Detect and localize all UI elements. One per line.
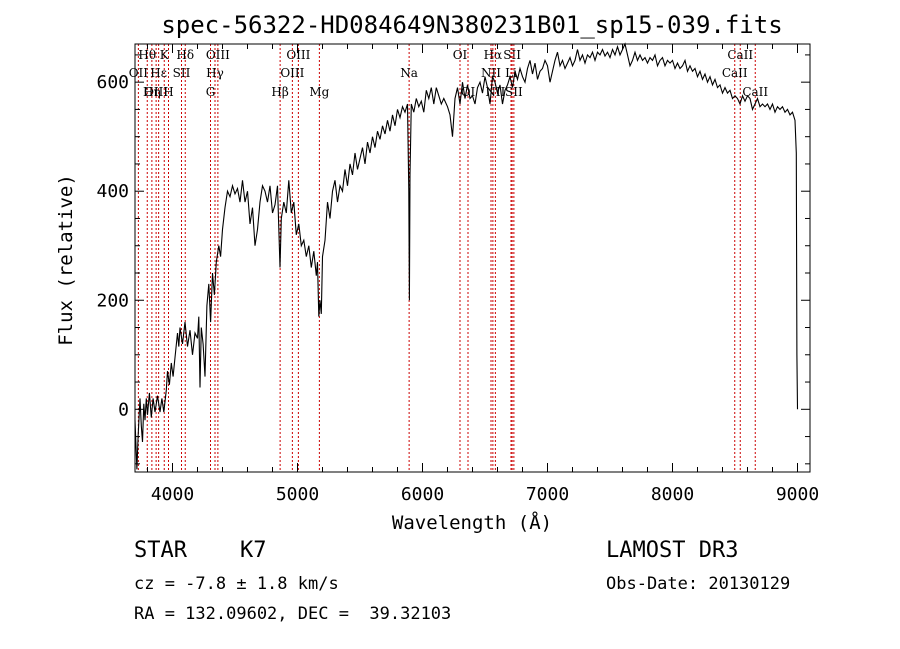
x-tick-label: 8000	[651, 484, 694, 505]
line-marker-label: CaII	[727, 48, 753, 62]
line-marker-label: Hδ	[176, 48, 194, 62]
x-tick-label: 6000	[401, 484, 444, 505]
line-marker-label: OI	[453, 48, 468, 62]
y-tick-label: 400	[96, 181, 129, 202]
x-tick-label: 4000	[151, 484, 194, 505]
spectrum-series	[134, 42, 799, 470]
plot-frame	[134, 43, 811, 473]
line-marker-label: OII	[129, 66, 149, 80]
chart-title: spec-56322-HD084649N380231B01_sp15-039.f…	[161, 11, 782, 39]
line-marker-label: OIII	[286, 48, 310, 62]
line-marker-label: Na	[400, 66, 418, 80]
line-marker-label: Li	[505, 66, 517, 80]
survey-name: LAMOST DR3	[606, 538, 739, 563]
line-marker-label: H	[163, 85, 173, 99]
line-marker-label: Hα	[484, 48, 503, 62]
line-marker-label: Hε	[150, 66, 167, 80]
observation-date: Obs-Date: 20130129	[606, 574, 791, 594]
y-axis-label: Flux (relative)	[55, 174, 77, 346]
line-marker-label: SII	[173, 66, 191, 80]
y-tick-label: 600	[96, 72, 129, 93]
spectrum-line	[134, 42, 799, 470]
line-marker-label: SII	[503, 48, 521, 62]
y-tick-label: 200	[96, 290, 129, 311]
line-marker-label: Hγ	[206, 66, 224, 80]
x-axis-label: Wavelength (Å)	[392, 511, 552, 534]
coordinates: RA = 132.09602, DEC = 39.32103	[134, 604, 452, 624]
x-tick-label: 9000	[776, 484, 819, 505]
line-marker-label: Hη	[143, 85, 161, 99]
spectral-line-markers: Hθ OII OIII K Hη H Hε SII Hδ OIII Hγ G Hβ OIII OIII Mg N…	[129, 44, 768, 472]
redshift-velocity: cz = -7.8 ± 1.8 km/s	[134, 574, 339, 594]
x-tick-label: 5000	[276, 484, 319, 505]
line-marker-label: OIII	[206, 48, 230, 62]
line-marker-label: SII	[505, 85, 523, 99]
line-marker-label: G	[206, 85, 216, 99]
y-tick-label: 0	[118, 399, 129, 420]
line-marker-label: CaII	[722, 66, 748, 80]
line-marker-label: K	[160, 48, 170, 62]
line-marker-label: OIII	[280, 66, 304, 80]
line-marker-label: OIII	[144, 85, 168, 99]
line-marker-label: CaII	[742, 85, 768, 99]
line-marker-label: Hβ	[271, 85, 288, 99]
x-tick-label: 7000	[526, 484, 569, 505]
line-marker-label: Mg	[309, 85, 329, 99]
line-marker-label: Hθ	[138, 48, 156, 62]
line-marker-label: NII	[481, 66, 501, 80]
object-class: STAR K7	[134, 538, 267, 563]
y-axis: 0 200 400 600	[96, 54, 810, 465]
x-axis: 4000 5000 6000 7000 8000 9000	[147, 44, 819, 505]
